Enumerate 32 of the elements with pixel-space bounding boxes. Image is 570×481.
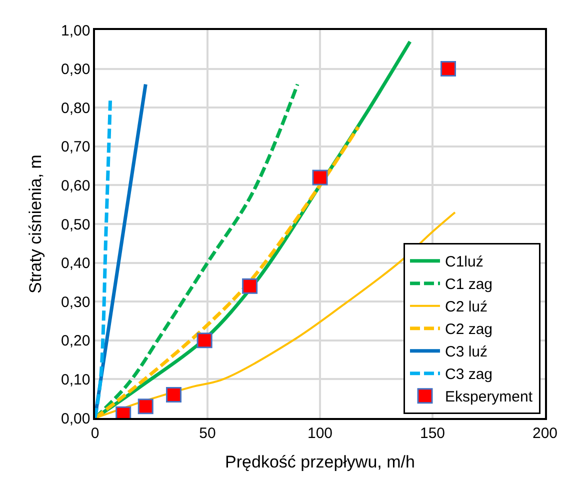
y-tick-label: 0,00	[61, 410, 90, 428]
point	[312, 170, 328, 186]
x-tick-label: 0	[90, 424, 100, 442]
point	[166, 386, 182, 402]
legend-label: C2 luź	[445, 298, 488, 316]
y-tick-label: 0,80	[61, 100, 90, 117]
x-tick-label: 50	[199, 424, 216, 442]
point	[196, 332, 212, 348]
y-tick-label: 0,90	[61, 61, 90, 78]
y-tick-label: 0,30	[61, 294, 90, 311]
point	[440, 61, 456, 77]
y-tick-label: 0,50	[61, 216, 90, 234]
y-tick-label: 0,20	[61, 332, 90, 350]
x-axis-title: Prędkość przepływu, m/h	[225, 452, 415, 472]
legend-label: Eksperyment	[445, 388, 534, 406]
x-tick-label: 100	[307, 424, 333, 442]
legend-label: C3 luź	[445, 344, 488, 361]
legend-label: C1luź	[445, 254, 484, 271]
point	[138, 398, 154, 414]
y-tick-label: 0,10	[61, 371, 90, 388]
y-axis-title: Straty ciśnienia, m	[26, 154, 46, 294]
x-tick-label: 200	[532, 424, 558, 442]
legend-label: C3 zag	[445, 366, 493, 384]
y-tick-label: 1,00	[61, 22, 90, 40]
y-tick-label: 0,70	[61, 138, 90, 156]
line-series	[95, 98, 112, 418]
x-tick-label: 150	[420, 424, 446, 442]
point	[242, 278, 258, 294]
legend-label: C2 zag	[445, 321, 493, 338]
y-tick-label: 0,60	[61, 177, 90, 194]
legend-label: C1 zag	[445, 276, 493, 294]
y-tick-label: 0,40	[61, 255, 90, 272]
